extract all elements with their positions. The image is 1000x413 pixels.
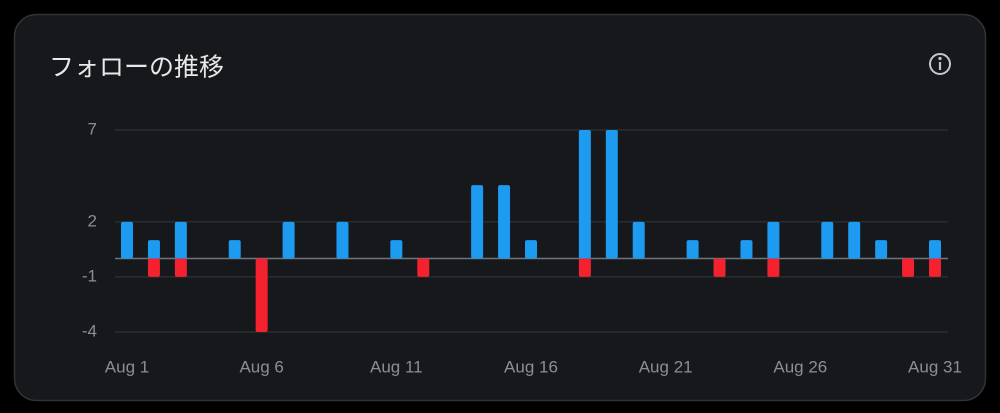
- bar: [578, 258, 591, 277]
- bar: [147, 258, 160, 277]
- x-tick-label: Aug 31: [908, 357, 962, 376]
- y-tick-label: -4: [82, 321, 97, 340]
- bar: [740, 240, 753, 259]
- bar: [147, 240, 160, 259]
- bar: [929, 258, 941, 277]
- info-dot: [938, 56, 942, 61]
- bar: [390, 240, 403, 259]
- bar: [498, 185, 511, 259]
- x-tick-label: Aug 21: [639, 357, 693, 376]
- bar: [821, 221, 834, 259]
- bar: [525, 240, 537, 259]
- y-tick-label: 7: [88, 119, 97, 138]
- bar: [848, 221, 861, 259]
- bar: [929, 240, 941, 259]
- info-icon[interactable]: [929, 53, 951, 75]
- bar: [902, 258, 915, 277]
- bar: [767, 258, 780, 277]
- info-circle: [929, 53, 951, 75]
- bar: [282, 221, 295, 259]
- x-tick-label: Aug 26: [773, 357, 827, 376]
- y-tick-label: 2: [88, 211, 97, 230]
- bar: [121, 221, 133, 259]
- bar: [174, 258, 187, 277]
- y-tick-label: -1: [82, 266, 97, 285]
- bar: [767, 221, 780, 259]
- bar: [228, 240, 241, 259]
- bar: [605, 130, 618, 259]
- bar: [471, 185, 484, 259]
- bar: [686, 240, 699, 259]
- x-tick-label: Aug 11: [370, 357, 423, 376]
- bar: [174, 221, 187, 259]
- x-tick-label: Aug 16: [504, 357, 558, 376]
- bar: [255, 258, 268, 332]
- chart-title: フォローの推移: [49, 54, 224, 82]
- bar: [875, 240, 888, 259]
- bar: [417, 258, 430, 277]
- x-tick-label: Aug 1: [105, 357, 149, 376]
- bar: [578, 130, 591, 259]
- x-tick-label: Aug 6: [239, 357, 283, 376]
- bar: [713, 258, 726, 277]
- bar: [336, 221, 349, 259]
- bar: [632, 221, 645, 259]
